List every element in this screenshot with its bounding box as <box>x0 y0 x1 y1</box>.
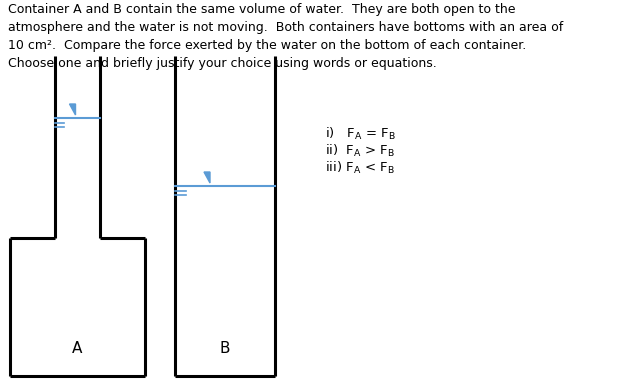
Text: B: B <box>220 341 230 356</box>
Polygon shape <box>204 172 210 183</box>
Text: Container A and B contain the same volume of water.  They are both open to the
a: Container A and B contain the same volum… <box>8 3 563 70</box>
Text: i)   $\mathregular{F_A}$ = $\mathregular{F_B}$: i) $\mathregular{F_A}$ = $\mathregular{F… <box>325 126 396 142</box>
Polygon shape <box>69 104 76 115</box>
Text: ii)  $\mathregular{F_A}$ > $\mathregular{F_B}$: ii) $\mathregular{F_A}$ > $\mathregular{… <box>325 143 395 159</box>
Text: A: A <box>72 341 83 356</box>
Text: iii) $\mathregular{F_A}$ < $\mathregular{F_B}$: iii) $\mathregular{F_A}$ < $\mathregular… <box>325 160 395 176</box>
